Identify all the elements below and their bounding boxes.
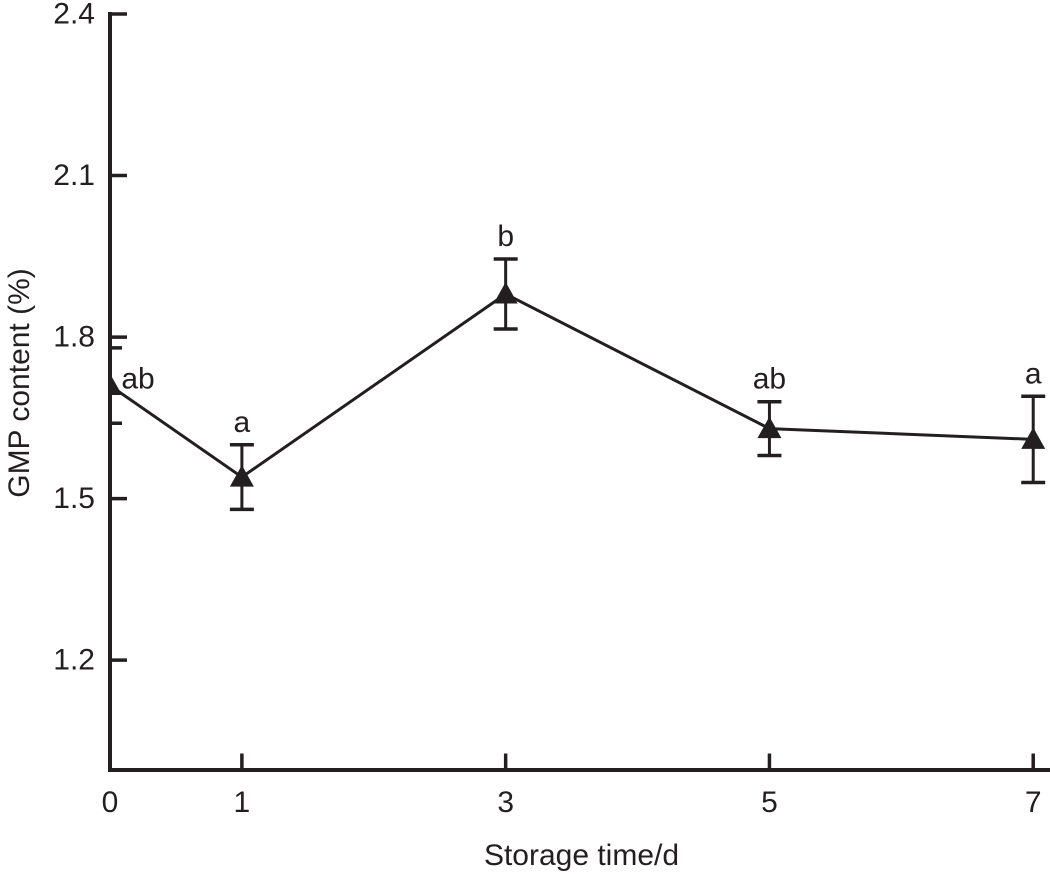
data-line [109, 292, 1034, 479]
x-tick-label: 5 [761, 786, 778, 819]
y-axis-title: GMP content (%) [3, 268, 36, 498]
data-point-marker [493, 282, 518, 304]
data-point-marker [229, 465, 254, 487]
point-letter-label: a [1025, 357, 1042, 390]
point-letter-label: a [234, 406, 251, 439]
data-point-marker [757, 416, 782, 439]
x-tick-label: 3 [497, 786, 514, 819]
point-letter-label: b [497, 220, 514, 253]
y-tick-label: 1.2 [53, 644, 95, 677]
x-tick-label: 1 [234, 786, 251, 819]
x-tick-label: 0 [102, 786, 119, 819]
data-point-marker [111, 376, 122, 396]
data-point-marker [1021, 427, 1046, 449]
markers-layer [111, 282, 1046, 487]
y-tick-label: 1.5 [53, 482, 95, 515]
x-axis-title: Storage time/d [483, 839, 680, 872]
y-tick-label: 2.1 [53, 159, 95, 192]
x-tick-label: 7 [1025, 786, 1042, 819]
y-tick-label: 1.8 [53, 321, 95, 354]
point-letter-label: ab [121, 363, 154, 396]
point-letter-label: ab [753, 363, 786, 396]
y-tick-label: 2.4 [53, 0, 95, 31]
